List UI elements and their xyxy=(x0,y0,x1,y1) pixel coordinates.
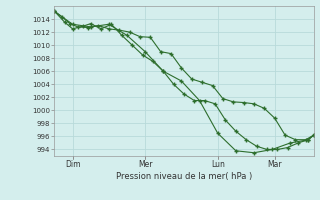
X-axis label: Pression niveau de la mer( hPa ): Pression niveau de la mer( hPa ) xyxy=(116,172,252,181)
